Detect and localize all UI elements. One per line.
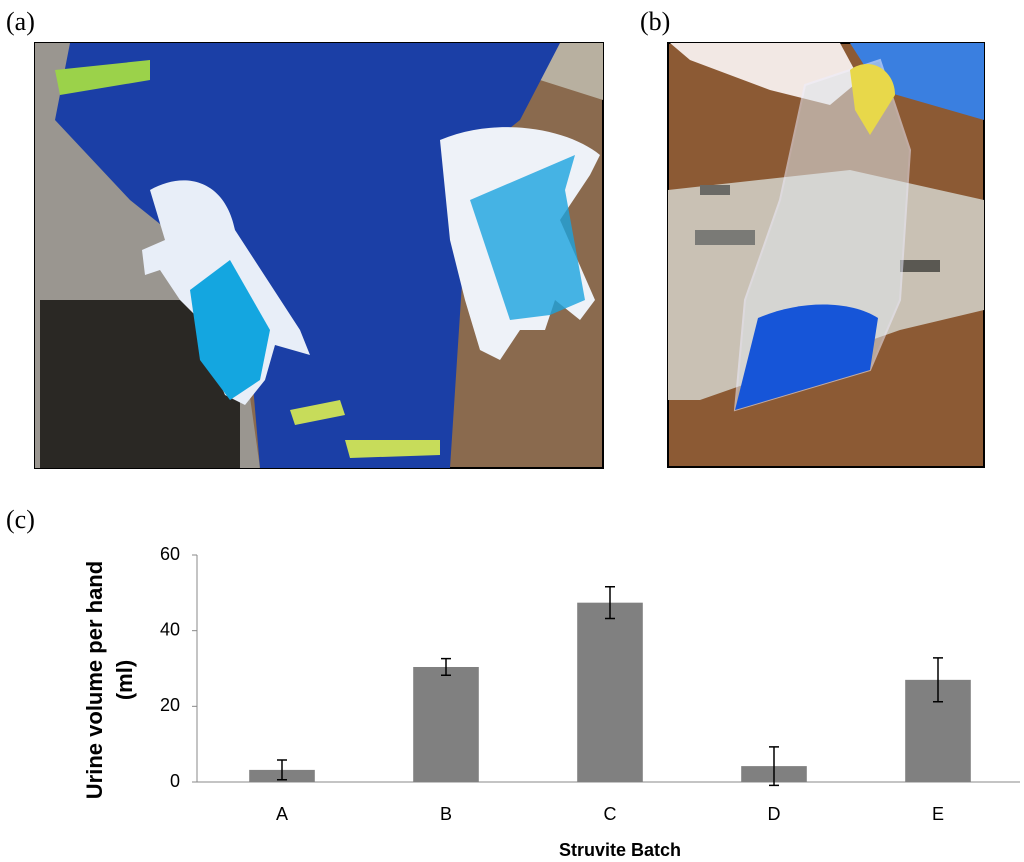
y-axis-label: Urine volume per hand (ml) xyxy=(80,560,140,800)
panel-label: (a) xyxy=(6,7,35,36)
photo-a xyxy=(35,43,603,468)
x-tick-label: C xyxy=(604,804,617,824)
figure: (a) (b) (c) 0 20 40 60 A B C D E Urine volume pe… xyxy=(0,0,1024,862)
photo-b xyxy=(668,43,984,467)
x-tick-label: A xyxy=(276,804,288,824)
x-axis-label: Struvite Batch xyxy=(460,840,780,861)
panel-label: (b) xyxy=(640,7,670,36)
panel-label: (c) xyxy=(6,505,35,534)
x-tick-label: D xyxy=(768,804,781,824)
y-tick-label: 0 xyxy=(170,771,180,791)
bar xyxy=(577,603,643,782)
x-tick-label: B xyxy=(440,804,452,824)
y-tick-label: 40 xyxy=(160,619,180,639)
bar xyxy=(413,667,479,782)
figure-canvas: (a) (b) (c) 0 20 40 60 A B C D E xyxy=(0,0,1024,862)
y-tick-label: 60 xyxy=(160,544,180,564)
x-tick-label: E xyxy=(932,804,944,824)
y-tick-label: 20 xyxy=(160,695,180,715)
